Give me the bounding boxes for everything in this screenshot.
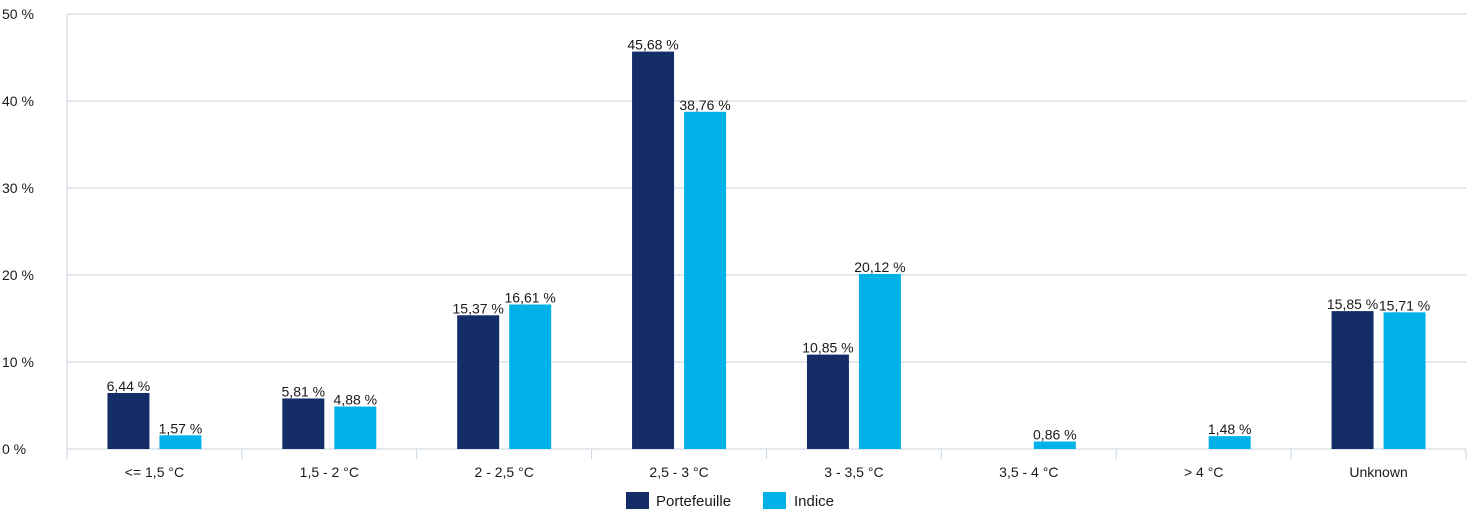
bar-indice (159, 435, 202, 449)
legend-swatch-portefeuille (626, 492, 649, 509)
data-label: 15,37 % (453, 300, 504, 316)
x-tick-label: 2,5 - 3 °C (649, 464, 708, 480)
y-axis-tick-labels: 0 % 10 % 20 % 30 % 40 % 50 % (2, 6, 34, 457)
bar-indice (1033, 441, 1076, 449)
data-label: 15,85 % (1327, 296, 1378, 312)
x-axis: <= 1,5 °C 1,5 - 2 °C 2 - 2,5 °C 2,5 - 3 °C 3… (66, 14, 1467, 480)
y-tick-label: 0 % (2, 441, 26, 457)
y-tick-label: 50 % (2, 6, 34, 22)
bar-indice (684, 111, 727, 450)
data-labels: 6,44 % 5,81 % 15,37 % 45,68 % 10,85 % 15,85 %… (107, 37, 1431, 443)
data-label: 16,61 % (505, 289, 556, 305)
data-label: 5,81 % (282, 383, 326, 399)
legend-swatch-indice (763, 492, 786, 509)
data-label: 6,44 % (107, 378, 151, 394)
legend: Portefeuille Indice (626, 492, 834, 510)
x-tick-label: <= 1,5 °C (125, 464, 184, 480)
data-label: 1,57 % (159, 420, 203, 436)
bar-indice (509, 304, 552, 449)
legend-label-portefeuille: Portefeuille (656, 493, 731, 510)
bar-indice (1208, 436, 1251, 449)
legend-label-indice: Indice (794, 493, 834, 510)
grid-lines (67, 13, 1466, 363)
bar-indice (1383, 312, 1426, 449)
bar-portefeuille (806, 354, 849, 449)
x-tick-label: Unknown (1349, 464, 1407, 480)
bar-portefeuille (282, 398, 325, 449)
data-label: 38,76 % (679, 97, 730, 113)
y-tick-label: 40 % (2, 93, 34, 109)
bar-portefeuille (457, 315, 500, 449)
data-label: 0,86 % (1033, 427, 1077, 443)
y-tick-label: 10 % (2, 354, 34, 370)
bar-indice (858, 273, 901, 449)
x-tick-label: 1,5 - 2 °C (300, 464, 359, 480)
bar-indice (334, 406, 377, 449)
y-tick-label: 30 % (2, 180, 34, 196)
bars (107, 51, 1426, 450)
x-tick-label: 3 - 3,5 °C (824, 464, 883, 480)
bar-portefeuille (1331, 311, 1374, 449)
y-tick-label: 20 % (2, 267, 34, 283)
data-label: 10,85 % (802, 340, 853, 356)
bar-portefeuille (632, 51, 675, 450)
x-tick-label: 2 - 2,5 °C (475, 464, 534, 480)
x-tick-label: 3,5 - 4 °C (999, 464, 1058, 480)
data-label: 45,68 % (627, 37, 678, 53)
data-label: 20,12 % (854, 259, 905, 275)
x-tick-label: > 4 °C (1184, 464, 1223, 480)
data-label: 1,48 % (1208, 421, 1252, 437)
data-label: 4,88 % (334, 392, 378, 408)
data-label: 15,71 % (1379, 297, 1430, 313)
bar-portefeuille (107, 392, 150, 449)
